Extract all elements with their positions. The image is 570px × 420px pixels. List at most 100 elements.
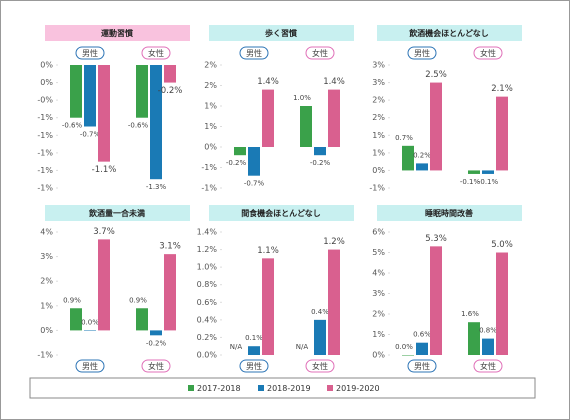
y-tick-label: -1%	[201, 163, 217, 172]
y-tick-label: 0.6%	[197, 298, 218, 307]
value-label: 0.2%	[413, 151, 431, 159]
value-label: -1.1%	[92, 165, 117, 175]
y-tick-label: 0.8%	[197, 280, 218, 289]
bar	[416, 342, 428, 355]
y-tick-label: 3%	[372, 289, 385, 298]
y-tick-label: 1%	[40, 301, 53, 310]
y-tick-label: -1%	[37, 113, 53, 122]
bar	[136, 65, 148, 118]
bar	[98, 239, 110, 331]
bar	[328, 249, 340, 355]
value-label: 3.1%	[159, 242, 181, 252]
bar	[262, 258, 274, 355]
value-label: 1.1%	[257, 246, 279, 256]
value-label: -0.1%	[478, 178, 499, 186]
category-label: 男性	[414, 48, 430, 58]
y-tick-label: 0%	[40, 61, 53, 70]
y-tick-label: 0.2%	[197, 333, 218, 342]
value-label: -0.6%	[62, 122, 83, 130]
category-pill	[239, 359, 269, 373]
y-tick-label: 2%	[372, 113, 385, 122]
bar	[482, 338, 494, 355]
value-label: 0.6%	[413, 331, 431, 339]
y-tick-label: 3%	[372, 78, 385, 87]
bar	[468, 322, 480, 355]
bar	[468, 170, 480, 174]
value-label: 0.8%	[479, 327, 497, 335]
y-tick-label: 0%	[40, 78, 53, 87]
category-label: 男性	[82, 48, 98, 58]
category-pill	[305, 46, 335, 60]
y-tick-label: 4%	[40, 228, 53, 237]
value-label: 3.7%	[93, 227, 115, 237]
value-label: -0.2%	[158, 86, 183, 96]
value-label: -0.2%	[310, 159, 331, 167]
bar	[314, 319, 326, 355]
bar	[98, 65, 110, 162]
category-label: 女性	[148, 361, 164, 371]
y-tick-label: 4%	[372, 269, 385, 278]
bar	[430, 82, 442, 171]
bar	[70, 65, 82, 118]
chart-title: 飲酒機会ほとんどなし	[408, 28, 489, 38]
value-label: 1.2%	[323, 237, 345, 247]
y-tick-label: -1%	[37, 184, 53, 193]
category-pill	[305, 359, 335, 373]
y-tick-label: 0.0%	[197, 351, 218, 360]
category-pill	[407, 359, 437, 373]
value-label: -0.7%	[80, 131, 101, 139]
bar	[136, 308, 148, 331]
title-box	[45, 205, 190, 221]
title-box	[45, 25, 190, 41]
value-label: -0.2%	[146, 339, 167, 347]
legend-label: 2018-2019	[267, 384, 311, 393]
category-pill	[407, 46, 437, 60]
y-tick-label: 0%	[372, 351, 385, 360]
value-label: -0.1%	[460, 178, 481, 186]
legend-box	[29, 377, 536, 399]
value-label: 0.0%	[81, 318, 99, 326]
y-tick-label: 5%	[372, 248, 385, 257]
bar	[496, 96, 508, 171]
legend-label: 2019-2020	[336, 384, 380, 393]
y-tick-label: 0%	[40, 326, 53, 335]
category-label: 男性	[246, 48, 262, 58]
category-pill	[239, 46, 269, 60]
category-pill	[141, 46, 171, 60]
y-tick-label: 1%	[372, 131, 385, 140]
y-tick-label: 3%	[40, 252, 53, 261]
y-tick-label: -1%	[37, 351, 53, 360]
value-label: 0.9%	[63, 296, 81, 304]
chart-title: 運動習慣	[101, 28, 133, 38]
category-pill	[75, 46, 105, 60]
category-label: 女性	[148, 48, 164, 58]
value-label: 1.6%	[461, 310, 479, 318]
category-label: 男性	[82, 361, 98, 371]
bar	[300, 106, 312, 147]
legend-label: 2017-2018	[197, 384, 241, 393]
value-label: -0.7%	[244, 180, 265, 188]
bar	[496, 252, 508, 355]
bar	[416, 163, 428, 171]
value-label: 5.0%	[491, 240, 513, 250]
bar	[402, 145, 414, 171]
legend-swatch	[327, 385, 333, 391]
chart-title: 睡眠時間改善	[425, 208, 473, 218]
bar	[150, 65, 162, 180]
value-label: 0.0%	[395, 343, 413, 351]
bar	[262, 89, 274, 147]
value-label: 0.9%	[129, 296, 147, 304]
category-label: 女性	[480, 361, 496, 371]
value-label: -0.6%	[128, 122, 149, 130]
bar	[70, 308, 82, 331]
y-tick-label: 2%	[372, 310, 385, 319]
title-box	[209, 205, 354, 221]
y-tick-label: 6%	[372, 228, 385, 237]
value-label: N/A	[230, 343, 243, 351]
category-pill	[473, 46, 503, 60]
bar	[314, 147, 326, 156]
bar	[234, 147, 246, 156]
category-label: 女性	[312, 48, 328, 58]
y-tick-label: -1%	[369, 184, 385, 193]
